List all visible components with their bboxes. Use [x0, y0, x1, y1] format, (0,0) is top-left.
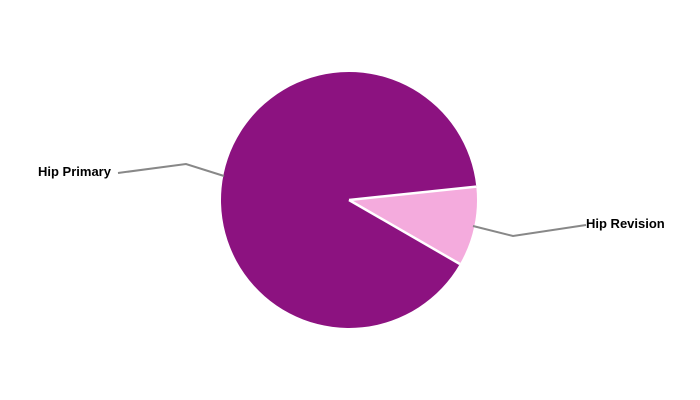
slice-hip-primary [221, 71, 477, 328]
slice-separator-line [348, 198, 461, 266]
slice-hip-revision [349, 186, 478, 264]
hip-primary-leader-line [117, 162, 225, 177]
hip-primary-label: Hip Primary [38, 164, 111, 179]
hip-revision-label: Hip Revision [586, 216, 665, 231]
slice-separators [348, 185, 477, 266]
slice-separator-line [348, 185, 477, 202]
pie-slices [221, 71, 478, 328]
hip-revision-leader-line [472, 224, 587, 238]
